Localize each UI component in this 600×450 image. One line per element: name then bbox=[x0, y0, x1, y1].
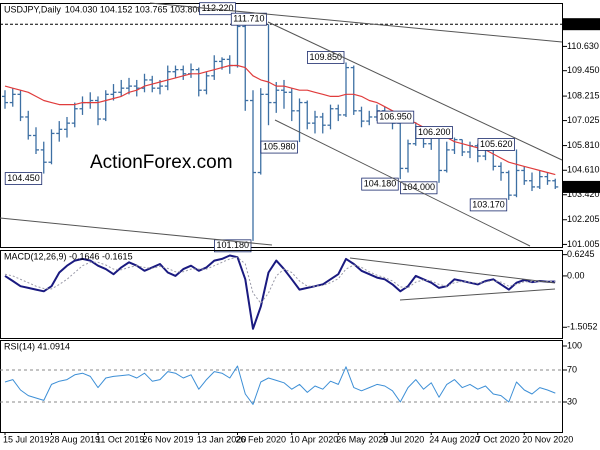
price-annotation: 104.180 bbox=[361, 177, 399, 191]
y-tick-label: 105.810 bbox=[567, 140, 600, 150]
annotation-label: 106.950 bbox=[379, 111, 412, 121]
last-price-label: 103.800 bbox=[566, 181, 599, 191]
annotation-box bbox=[400, 181, 438, 195]
annotation-label: 111.710 bbox=[233, 14, 264, 24]
x-tick-label: 11 Oct 2019 bbox=[96, 434, 144, 444]
reference-label: 111.710 bbox=[566, 19, 597, 29]
channel-line bbox=[274, 119, 531, 247]
annotation-box bbox=[415, 126, 453, 139]
y-tick-label: 30 bbox=[567, 396, 577, 406]
annotation-label: 101.180 bbox=[216, 240, 249, 250]
y-tick-label: 109.450 bbox=[567, 65, 600, 75]
panel-title: MACD(12,26,9) -0.1646 -0.1615 bbox=[4, 251, 133, 261]
x-tick-label: 28 Aug 2019 bbox=[50, 434, 101, 444]
annotation-label: 105.620 bbox=[480, 139, 513, 149]
annotation-label: 104.180 bbox=[364, 178, 397, 188]
price-annotation: 104.000 bbox=[400, 181, 438, 195]
x-tick-label: 26 Nov 2019 bbox=[143, 434, 194, 444]
triangle-line bbox=[349, 257, 556, 284]
x-tick-label: 24 Aug 2020 bbox=[429, 434, 480, 444]
x-tick-label: 15 Jul 2019 bbox=[3, 434, 50, 444]
annotation-box bbox=[469, 198, 508, 212]
y-tick-label: 70 bbox=[567, 364, 577, 374]
annotation-label: 109.850 bbox=[309, 52, 342, 62]
x-tick-label: 26 May 2020 bbox=[336, 434, 388, 444]
price-annotation: 105.980 bbox=[260, 140, 298, 154]
x-tick-label: 9 Jul 2020 bbox=[383, 434, 425, 444]
price-annotation: 104.450 bbox=[4, 172, 43, 185]
annotation-box bbox=[230, 12, 267, 26]
indicator-line bbox=[4, 365, 556, 405]
annotation-box bbox=[199, 2, 236, 16]
x-tick-label: 7 Oct 2020 bbox=[476, 434, 520, 444]
panel-frame bbox=[0, 250, 563, 339]
y-tick-label: 0.00 bbox=[567, 270, 585, 280]
annotation-label: 104.450 bbox=[7, 173, 40, 183]
annotation-box bbox=[260, 140, 298, 154]
annotation-box bbox=[376, 110, 415, 124]
trendline bbox=[149, 2, 563, 43]
panel-frame bbox=[0, 3, 563, 248]
annotation-box bbox=[214, 239, 252, 253]
price-annotation: 103.170 bbox=[469, 198, 508, 212]
x-tick-label: 20 Nov 2020 bbox=[522, 434, 573, 444]
y-tick-label: 102.205 bbox=[567, 214, 600, 224]
y-tick-label: 0.6245 bbox=[567, 249, 595, 259]
price-annotation: 111.710 bbox=[230, 12, 267, 26]
panel-frame bbox=[0, 340, 563, 433]
y-tick-label: 101.005 bbox=[567, 239, 600, 249]
last-price-label-box bbox=[563, 180, 600, 193]
panel-title: RSI(14) 41.0914 bbox=[4, 341, 70, 351]
annotation-box bbox=[477, 138, 515, 151]
annotation-box bbox=[361, 177, 399, 191]
price-annotation: 109.850 bbox=[307, 51, 345, 64]
price-annotation: 105.620 bbox=[477, 138, 515, 151]
y-tick-label: -1.5052 bbox=[567, 322, 598, 332]
y-tick-label: 107.025 bbox=[567, 115, 600, 125]
y-tick-label: 104.610 bbox=[567, 165, 600, 175]
annotation-label: 104.000 bbox=[402, 182, 435, 192]
indicator-line bbox=[4, 254, 556, 330]
triangle-line bbox=[399, 288, 556, 301]
x-tick-label: 10 Apr 2020 bbox=[290, 434, 339, 444]
x-tick-label: 13 Jan 2020 bbox=[197, 434, 247, 444]
annotation-label: 105.980 bbox=[263, 141, 296, 151]
watermark: ActionForex.com bbox=[90, 152, 233, 173]
panel-title: USDJPY,Daily bbox=[4, 4, 61, 14]
annotation-label: 103.170 bbox=[472, 199, 505, 209]
price-annotation: 112.220 bbox=[199, 2, 236, 16]
price-annotation: 106.950 bbox=[376, 110, 415, 124]
trendline bbox=[0, 217, 273, 246]
y-tick-label: 103.420 bbox=[567, 189, 600, 199]
trendlines bbox=[0, 2, 563, 301]
price-annotation: 106.200 bbox=[415, 126, 453, 139]
annotation-label: 106.200 bbox=[418, 127, 451, 137]
panel-subtitle: 104.030 104.152 103.765 103.800 bbox=[65, 4, 203, 14]
channel-line bbox=[267, 21, 563, 161]
reference-label-box bbox=[563, 18, 600, 31]
annotation-label: 112.220 bbox=[202, 3, 234, 13]
x-tick-label: 26 Feb 2020 bbox=[236, 434, 287, 444]
price-annotation: 101.180 bbox=[214, 239, 252, 253]
y-tick-label: 100 bbox=[567, 340, 582, 350]
y-tick-label: 110.630 bbox=[567, 41, 599, 51]
moving-average bbox=[4, 64, 556, 176]
annotation-box bbox=[4, 172, 43, 185]
y-tick-label: 108.215 bbox=[567, 90, 600, 100]
